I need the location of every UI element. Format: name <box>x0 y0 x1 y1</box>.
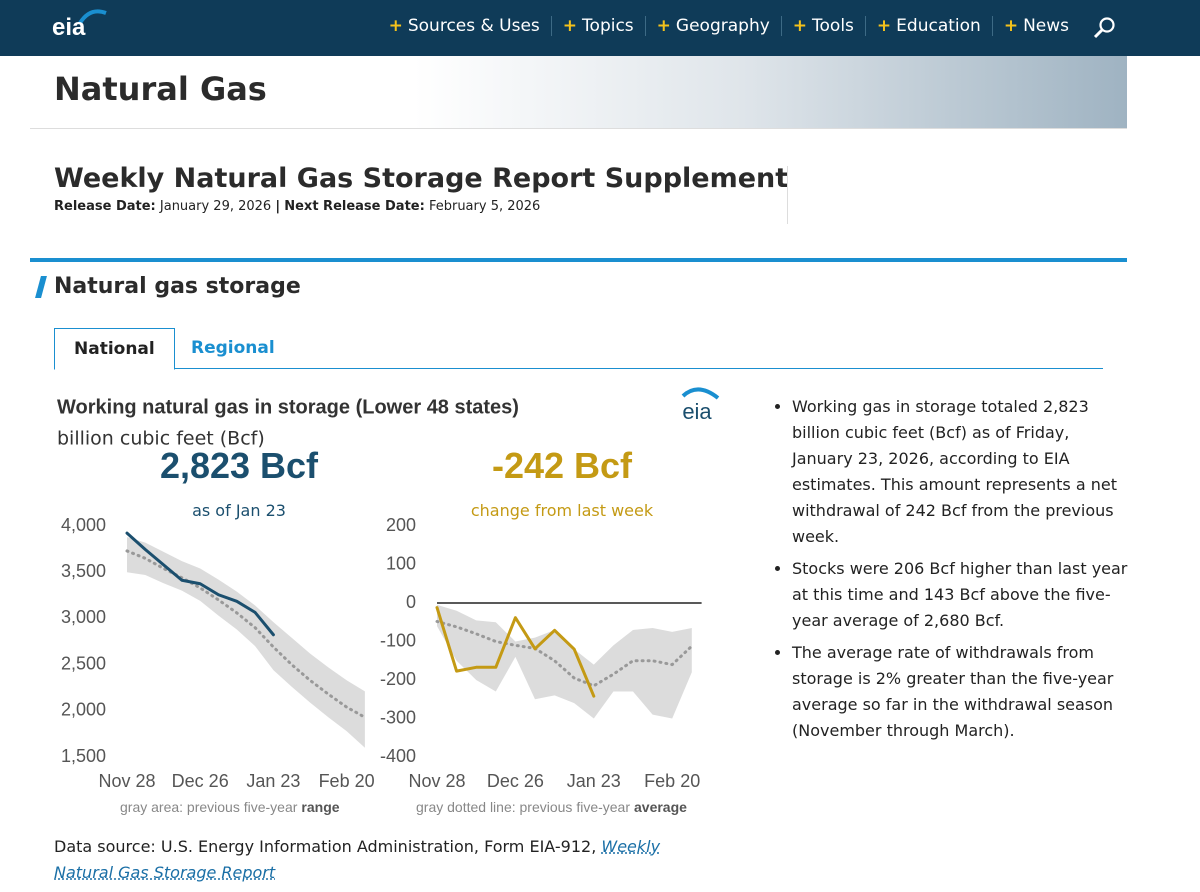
current-line <box>125 531 275 637</box>
figure-logo: eia <box>682 399 712 424</box>
tab[interactable]: Regional <box>191 338 275 358</box>
caption: gray dotted line: previous five-year <box>416 799 630 815</box>
y-tick-label: 3,500 <box>61 561 106 581</box>
caption-emph: range <box>301 799 339 815</box>
current-line <box>435 606 596 698</box>
headline: -242 Bcf <box>492 445 633 486</box>
x-tick-label: Nov 28 <box>98 771 155 791</box>
y-tick-label: 2,000 <box>61 700 106 720</box>
average-line <box>125 549 367 719</box>
x-tick-label: Jan 23 <box>246 771 300 791</box>
y-tick-label: -200 <box>380 669 416 689</box>
next-date: February 5, 2026 <box>428 199 541 214</box>
search-icon[interactable] <box>1092 16 1118 40</box>
y-tick-label: 100 <box>386 553 416 573</box>
x-tick-label: Feb 20 <box>644 771 700 791</box>
nav-item[interactable]: Geography <box>646 16 782 36</box>
summary-list: Working gas in storage totaled 2,823 bil… <box>772 394 1132 750</box>
caption: gray area: previous five-year <box>120 799 298 815</box>
nav-item[interactable]: Topics <box>552 16 646 36</box>
nav-menu: Sources & Uses Topics Geography Tools Ed… <box>378 16 1080 36</box>
headline: 2,823 Bcf <box>160 445 319 486</box>
release-date: January 29, 2026 <box>159 199 272 214</box>
y-tick-label: -300 <box>380 707 416 727</box>
y-tick-label: 200 <box>386 515 416 535</box>
nav-bar: eia Sources & Uses Topics Geography Tool… <box>0 0 1200 56</box>
x-tick-label: Dec 26 <box>172 771 229 791</box>
tab[interactable]: National <box>54 328 175 370</box>
tab-line <box>54 368 1103 369</box>
nav-item[interactable]: Sources & Uses <box>378 16 552 36</box>
divider <box>787 166 788 224</box>
y-tick-label: 2,500 <box>61 653 106 673</box>
source-text: Data source: U.S. Energy Information Adm… <box>54 837 597 856</box>
banner: Natural Gas <box>30 56 1127 129</box>
x-tick-label: Nov 28 <box>408 771 465 791</box>
subheadline: change from last week <box>471 501 654 520</box>
nav-item[interactable]: Tools <box>782 16 866 36</box>
x-tick-label: Jan 23 <box>567 771 621 791</box>
release-info: Release Date: January 29, 2026 | Next Re… <box>54 199 540 214</box>
y-tick-label: -400 <box>380 746 416 766</box>
range-area <box>437 604 692 719</box>
figure-title: Working natural gas in storage (Lower 48… <box>57 396 519 418</box>
logo-arc <box>78 9 107 25</box>
subheadline: as of Jan 23 <box>192 501 286 520</box>
figure: Working natural gas in storage (Lower 48… <box>57 387 720 815</box>
next-label: Next Release Date: <box>284 199 425 214</box>
logo[interactable]: eia <box>52 14 86 41</box>
nav-item[interactable]: News <box>993 16 1080 36</box>
x-tick-label: Feb 20 <box>319 771 375 791</box>
bullet: The average rate of withdrawals from sto… <box>792 640 1132 744</box>
section-title: Natural gas storage <box>54 274 301 299</box>
y-tick-label: 1,500 <box>61 746 106 766</box>
source: Data source: U.S. Energy Information Adm… <box>54 834 724 886</box>
nav-item[interactable]: Education <box>866 16 993 36</box>
section-mark <box>35 276 47 298</box>
source-link[interactable]: Weekly Natural Gas Storage Report <box>54 837 661 882</box>
bullet: Stocks were 206 Bcf higher than last yea… <box>792 556 1132 634</box>
y-tick-label: 4,000 <box>61 515 106 535</box>
average-line <box>435 619 694 688</box>
bullet: Working gas in storage totaled 2,823 bil… <box>792 394 1132 550</box>
range-area <box>127 537 365 748</box>
y-tick-label: 0 <box>406 592 416 612</box>
rule <box>30 258 1127 262</box>
logo-arc <box>681 387 720 400</box>
caption-emph: average <box>634 799 687 815</box>
separator: | <box>275 199 281 214</box>
report-title: Weekly Natural Gas Storage Report Supple… <box>54 163 789 194</box>
banner-title: Natural Gas <box>54 70 267 108</box>
release-label: Release Date: <box>54 199 156 214</box>
y-tick-label: -100 <box>380 630 416 650</box>
x-tick-label: Dec 26 <box>487 771 544 791</box>
y-tick-label: 3,000 <box>61 607 106 627</box>
figure-subtitle: billion cubic feet (Bcf) <box>57 428 265 450</box>
